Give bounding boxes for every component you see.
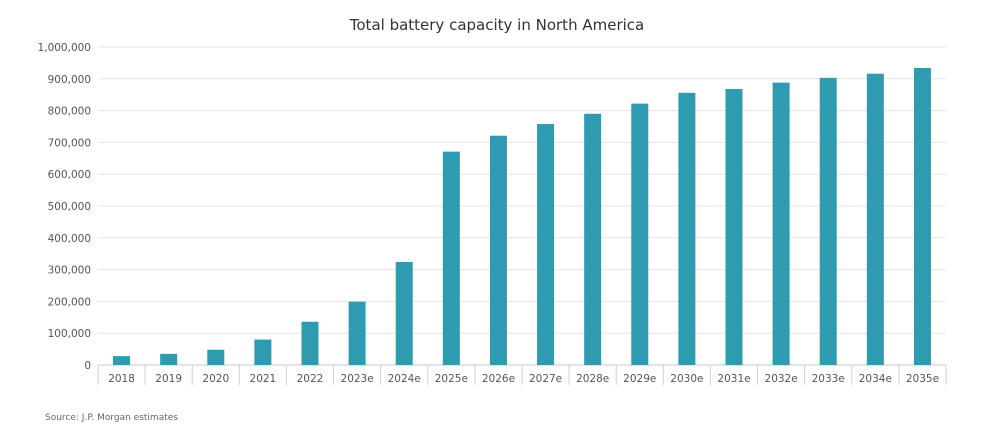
bar-2030e [678,92,696,366]
bar-2031e [725,88,743,365]
bar-2029e [631,103,649,365]
y-tick-label: 900,000 [48,74,91,86]
bar-2021 [254,339,272,365]
y-tick-label: 400,000 [48,233,91,245]
bar-2027e [537,123,555,366]
y-tick-label: 1,000,000 [38,42,91,54]
x-tick-label: 2031e [717,373,750,385]
x-tick-label: 2024e [388,373,421,385]
bar-2020 [207,349,225,365]
y-tick-label: 500,000 [48,201,91,213]
gridlines [98,46,946,366]
x-tick-label: 2029e [623,373,656,385]
bar-2019 [160,353,178,365]
y-tick-label: 700,000 [48,137,91,149]
x-tick-label: 2021 [250,373,277,385]
x-tick-label: 2019 [155,373,182,385]
x-tick-label: 2023e [341,373,374,385]
bar-2033e [819,77,837,365]
bar-2025e [442,151,460,365]
x-tick-label: 2018 [108,373,135,385]
x-tick-label: 2026e [482,373,515,385]
x-tick-label: 2028e [576,373,609,385]
bar-2028e [584,113,602,365]
bar-2022 [301,321,319,365]
bar-2024e [395,261,413,365]
y-tick-label: 0 [84,360,91,372]
x-tick-label: 2033e [812,373,845,385]
bar-2026e [489,135,507,365]
x-tick-label: 2030e [670,373,703,385]
bar-2034e [866,73,884,365]
bar-2035e [913,67,931,365]
x-tick-label: 2032e [765,373,798,385]
bar-2023e [348,301,366,365]
chart-title: Total battery capacity in North America [349,16,644,34]
y-tick-label: 600,000 [48,169,91,181]
y-axis-ticks: 0 100,000 200,000 300,000 400,000 500,000 600,… [38,42,91,372]
bars [113,67,931,366]
bar-2032e [772,82,790,365]
y-tick-label: 800,000 [48,106,91,118]
x-tick-label: 2035e [906,373,939,385]
x-tick-label: 2025e [435,373,468,385]
bar-2018 [113,356,131,365]
x-tick-label: 2027e [529,373,562,385]
y-tick-label: 200,000 [48,296,91,308]
y-tick-label: 100,000 [48,328,91,340]
x-axis-ticks: 2018 2019 2020 2021 2022 2023e 2024e 2025e 2026e… [97,365,947,385]
x-tick-label: 2020 [202,373,229,385]
x-tick-label: 2034e [859,373,892,385]
x-tick-label: 2022 [297,373,324,385]
y-tick-label: 300,000 [48,265,91,277]
source-note: Source: J.P. Morgan estimates [45,413,178,423]
